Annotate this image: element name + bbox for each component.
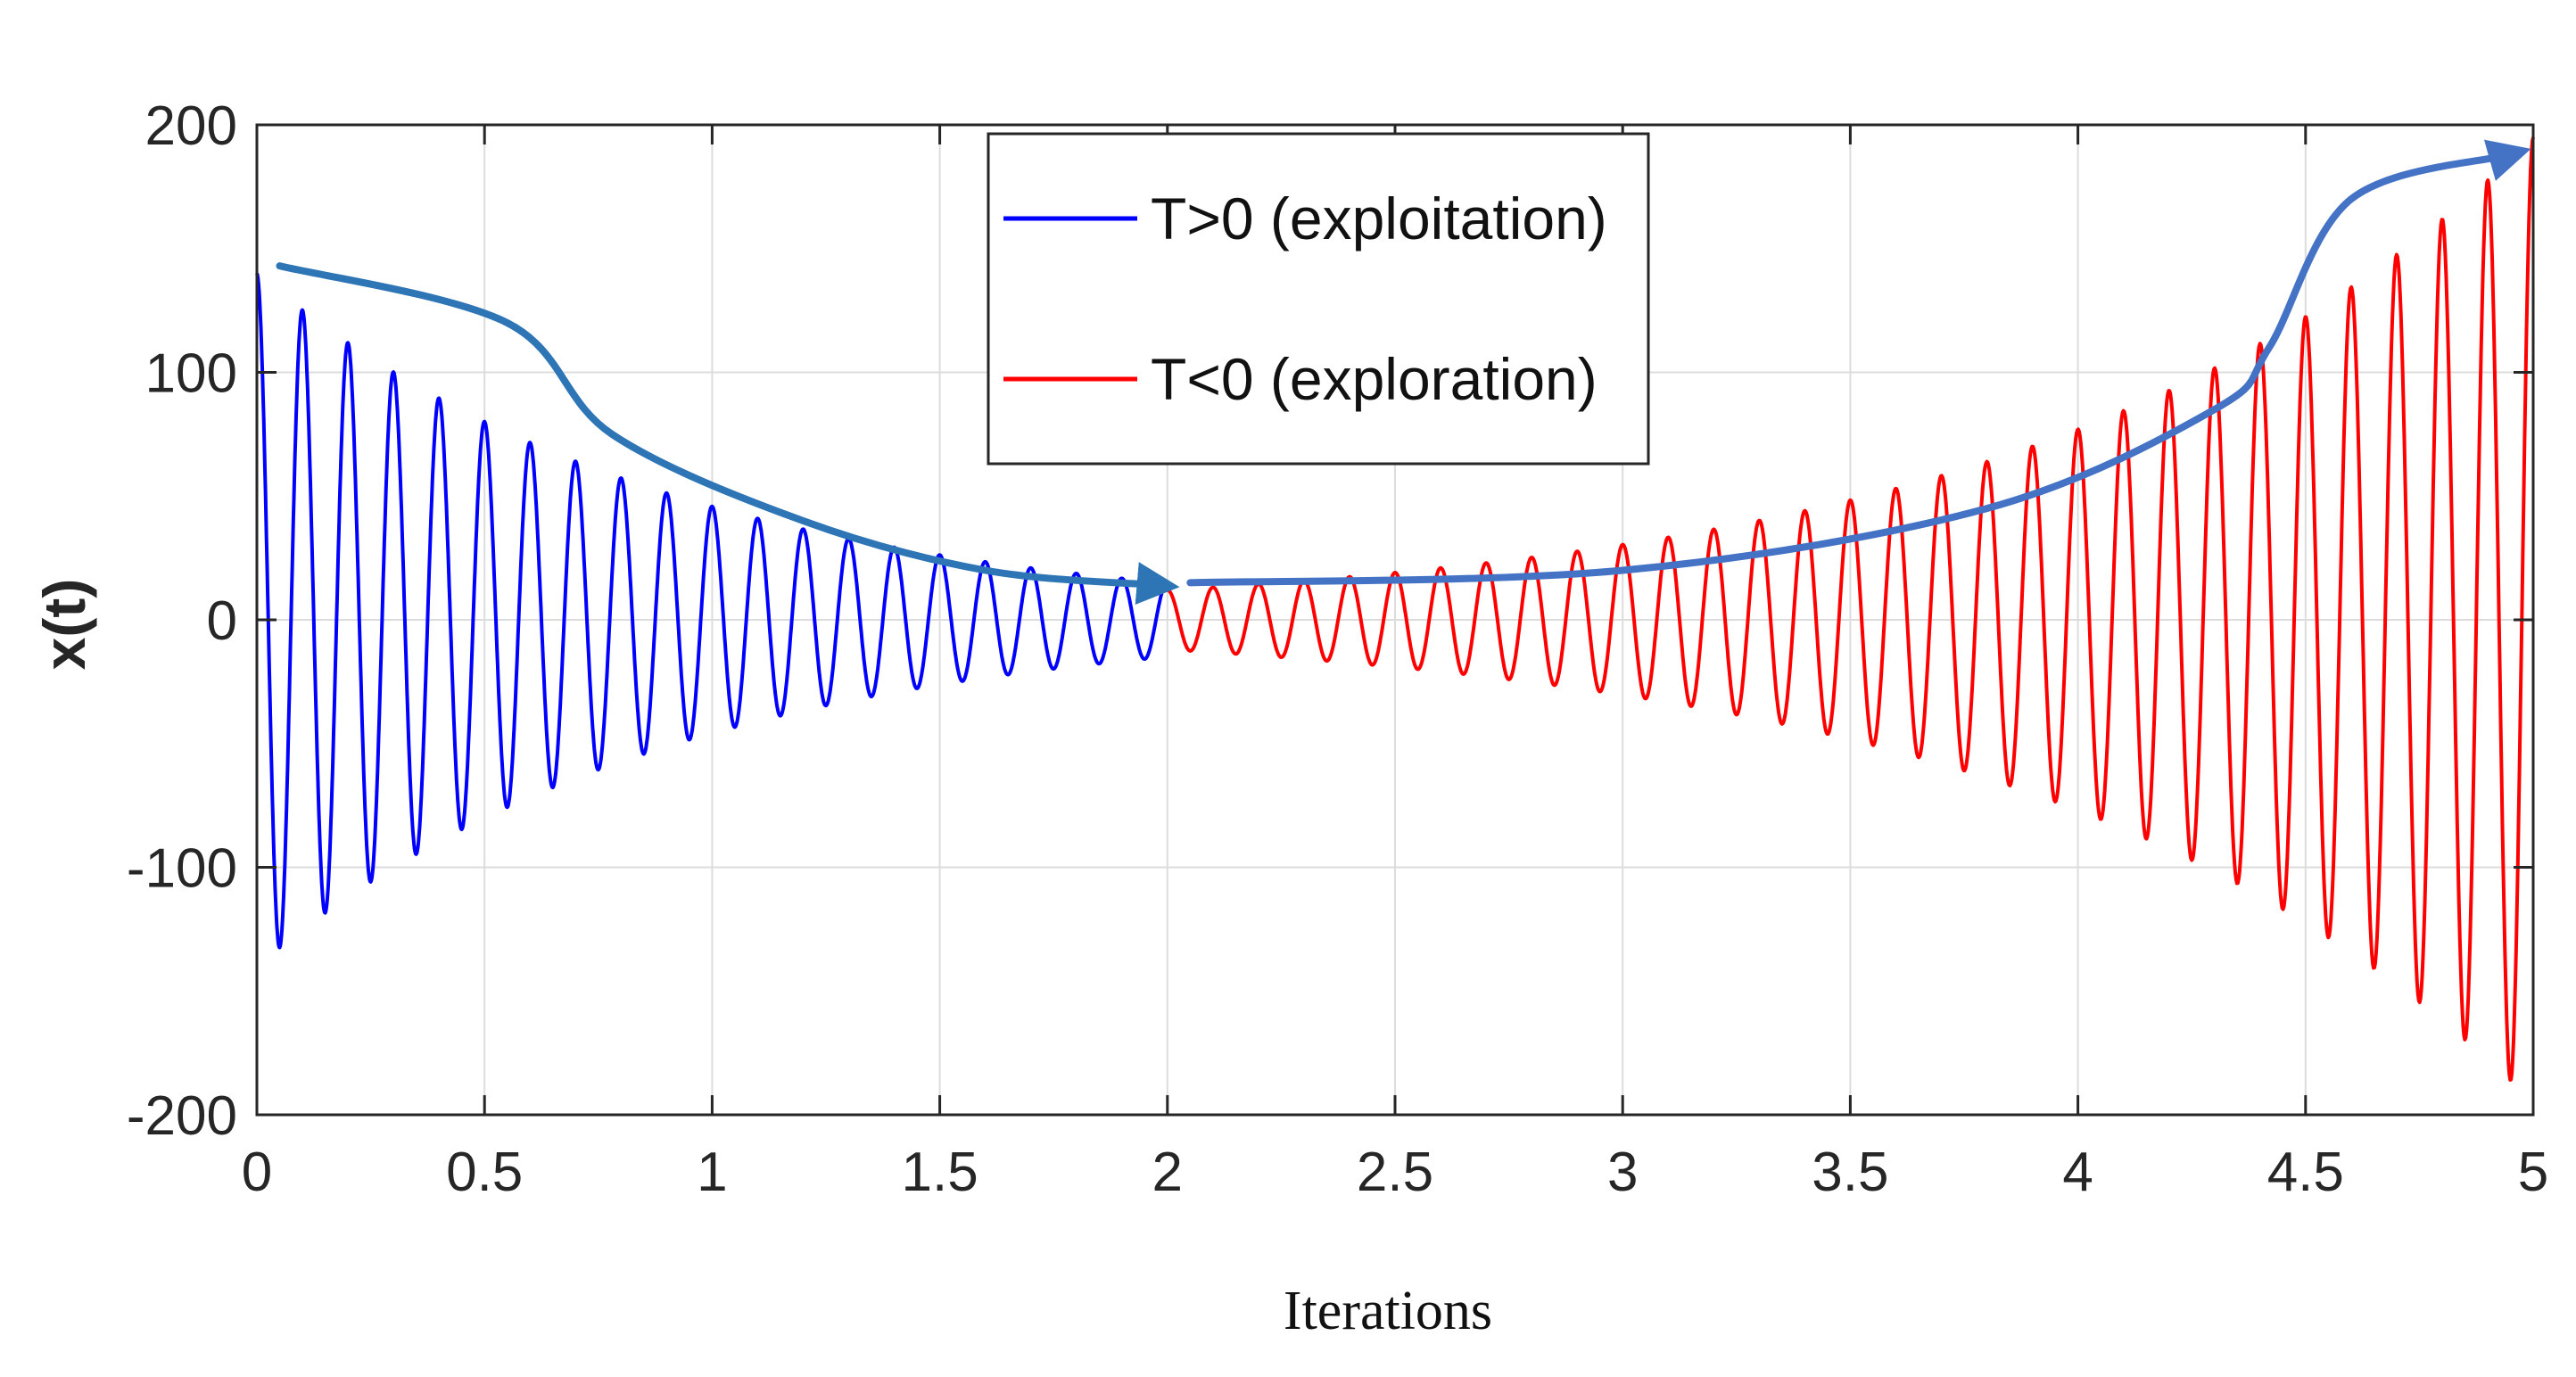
series-line-0 (255, 272, 1169, 950)
x-tick-label: 0.5 (446, 1142, 523, 1203)
annotation-layer (276, 139, 2531, 606)
legend-label-exploration: T<0 (exploration) (1151, 346, 1598, 412)
y-tick-label: 100 (145, 343, 237, 405)
x-tick-label: 2.5 (1357, 1142, 1433, 1203)
legend-box (987, 132, 1650, 466)
annotation-arrow-0 (276, 262, 1180, 606)
y-tick-label: 0 (207, 590, 237, 652)
legend: T>0 (exploitation) T<0 (exploration) (987, 132, 1650, 466)
series-layer (255, 136, 2535, 1082)
y-tick-label: 200 (145, 95, 237, 157)
y-tick-label: -100 (127, 838, 237, 900)
x-tick-label: 1.5 (901, 1142, 978, 1203)
x-tick-label: 4.5 (2267, 1142, 2344, 1203)
x-tick-label: 2 (1152, 1142, 1183, 1203)
x-tick-label: 3 (1607, 1142, 1638, 1203)
y-tick-label: -200 (127, 1085, 237, 1147)
x-tick-label: 4 (2062, 1142, 2093, 1203)
axis-ticks: 0 0.5 1 1.5 2 2.5 3 3.5 4 4.5 5 200 100 0 -100 -200 (127, 95, 2548, 1203)
legend-label-exploitation: T>0 (exploitation) (1151, 186, 1607, 251)
y-axis-label: x(t) (31, 579, 97, 671)
x-axis-label: Iterations (1284, 1281, 1492, 1341)
x-tick-label: 5 (2518, 1142, 2548, 1203)
series-line-1 (1166, 136, 2535, 1082)
x-tick-label: 1 (697, 1142, 727, 1203)
annotation-arrow-1 (1186, 139, 2531, 587)
x-tick-label: 3.5 (1812, 1142, 1888, 1203)
x-tick-label: 0 (242, 1142, 272, 1203)
